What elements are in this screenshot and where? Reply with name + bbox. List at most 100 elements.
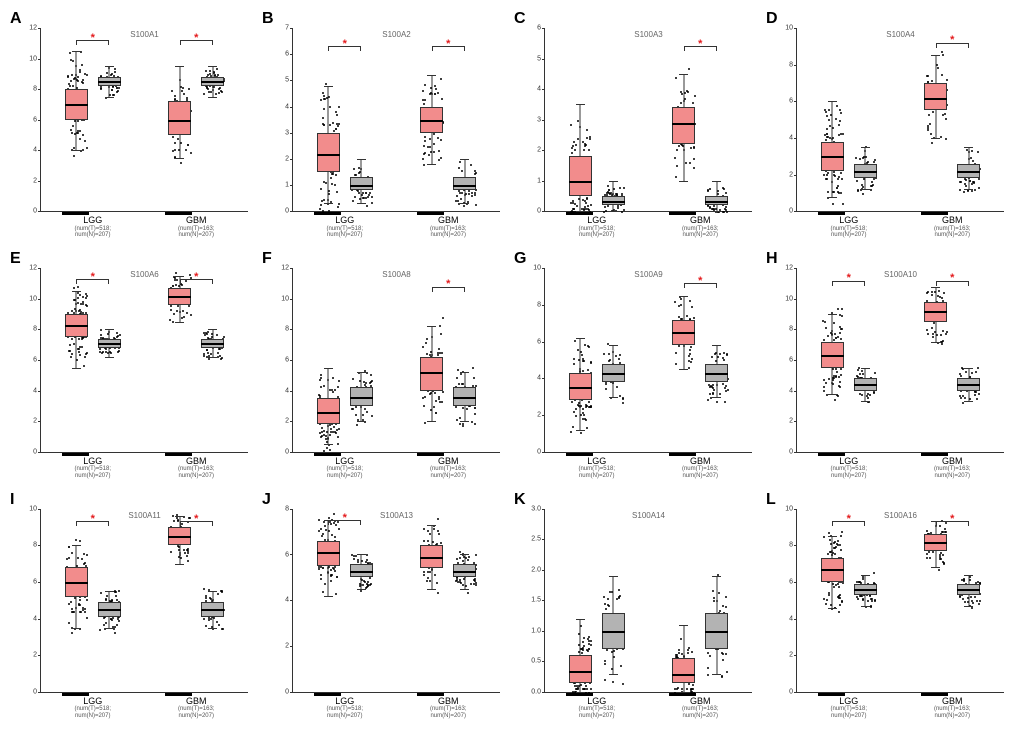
- y-tick-mark: [38, 509, 41, 510]
- plot-area: S100A140.00.51.01.52.02.53.0LGG(num(T)=5…: [544, 509, 752, 693]
- x-sublabel: (num(T)=163; num(N)=207): [413, 706, 483, 720]
- x-group-gbm: GBM(num(T)=163; num(N)=207): [917, 215, 987, 239]
- panel-L: LS100A160246810LGG(num(T)=518; num(N)=20…: [766, 491, 1010, 723]
- y-tick-label: 4: [277, 597, 289, 604]
- box: [453, 177, 476, 190]
- x-group-gbm: GBM(num(T)=163; num(N)=207): [161, 696, 231, 720]
- y-tick-label: 4: [25, 387, 37, 394]
- y-tick-label: 2: [277, 643, 289, 650]
- y-tick-mark: [38, 360, 41, 361]
- y-tick-mark: [794, 268, 797, 269]
- x-rug: [818, 453, 845, 456]
- y-tick-label: 6: [781, 579, 793, 586]
- y-tick-label: 0: [25, 688, 37, 695]
- y-tick-mark: [38, 421, 41, 422]
- x-label: LGG: [814, 215, 884, 225]
- y-tick-mark: [38, 59, 41, 60]
- x-group-gbm: GBM(num(T)=163; num(N)=207): [917, 456, 987, 480]
- y-tick-mark: [290, 692, 293, 693]
- y-tick-label: 4: [781, 615, 793, 622]
- y-tick-mark: [38, 268, 41, 269]
- y-tick-mark: [542, 28, 545, 29]
- x-label: LGG: [814, 456, 884, 466]
- x-group-gbm: GBM(num(T)=163; num(N)=207): [161, 215, 231, 239]
- y-tick-mark: [542, 692, 545, 693]
- sig-star: *: [847, 272, 851, 284]
- x-rug: [921, 212, 948, 215]
- panel-K: KS100A140.00.51.01.52.02.53.0LGG(num(T)=…: [514, 491, 758, 723]
- y-tick-label: 4: [781, 387, 793, 394]
- y-tick-label: 8: [25, 86, 37, 93]
- x-label: LGG: [58, 456, 128, 466]
- x-label: GBM: [917, 696, 987, 706]
- boxplot-gbm_n: [957, 268, 980, 451]
- y-tick-label: 0: [529, 448, 541, 455]
- sig-star: *: [950, 272, 954, 284]
- y-tick-label: 3: [277, 129, 289, 136]
- x-label: LGG: [310, 696, 380, 706]
- y-tick-mark: [794, 211, 797, 212]
- y-tick-mark: [38, 150, 41, 151]
- x-label: GBM: [413, 215, 483, 225]
- x-sublabel: (num(T)=163; num(N)=207): [413, 466, 483, 480]
- y-tick-mark: [794, 619, 797, 620]
- y-tick-mark: [542, 539, 545, 540]
- plot-area: S100A160246810LGG(num(T)=518; num(N)=207…: [796, 509, 1004, 693]
- x-label: LGG: [58, 696, 128, 706]
- x-label: GBM: [161, 456, 231, 466]
- boxplot-lgg_t: [65, 509, 88, 692]
- y-tick-mark: [542, 268, 545, 269]
- y-tick-mark: [290, 107, 293, 108]
- panel-C: CS100A30123456LGG(num(T)=518; num(N)=207…: [514, 10, 758, 242]
- y-tick-label: 0.5: [529, 658, 541, 665]
- y-tick-label: 1.5: [529, 597, 541, 604]
- x-group-gbm: GBM(num(T)=163; num(N)=207): [665, 696, 735, 720]
- panel-A: AS100A1024681012LGG(num(T)=518; num(N)=2…: [10, 10, 254, 242]
- y-tick-label: 8: [277, 505, 289, 512]
- plot-area: S100A40246810LGG(num(T)=518; num(N)=207)…: [796, 28, 1004, 212]
- boxplot-lgg_n: [350, 28, 373, 211]
- boxplot-lgg_t: [65, 268, 88, 451]
- y-tick-mark: [290, 360, 293, 361]
- y-tick-label: 1: [277, 182, 289, 189]
- sig-star: *: [91, 32, 95, 44]
- y-tick-mark: [290, 28, 293, 29]
- x-sublabel: (num(T)=163; num(N)=207): [917, 466, 987, 480]
- boxplot-lgg_t: [569, 268, 592, 451]
- x-group-gbm: GBM(num(T)=163; num(N)=207): [413, 456, 483, 480]
- x-rug: [417, 693, 444, 696]
- boxplot-lgg_n: [602, 509, 625, 692]
- chart-title: S100A16: [884, 511, 917, 520]
- boxplot-gbm_n: [453, 28, 476, 211]
- plot-area: S100A30123456LGG(num(T)=518; num(N)=207)…: [544, 28, 752, 212]
- panel-letter: H: [766, 250, 778, 268]
- boxplot-gbm_t: [924, 268, 947, 451]
- y-tick-label: 12: [781, 265, 793, 272]
- panel-H: HS100A10024681012LGG(num(T)=518; num(N)=…: [766, 250, 1010, 482]
- x-rug: [62, 453, 89, 456]
- box: [350, 177, 373, 190]
- y-tick-label: 2: [781, 171, 793, 178]
- boxplot-lgg_t: [65, 28, 88, 211]
- x-sublabel: (num(T)=518; num(N)=207): [562, 226, 632, 240]
- y-tick-mark: [38, 452, 41, 453]
- plot-area: S100A1302468LGG(num(T)=518; num(N)=207)G…: [292, 509, 500, 693]
- y-tick-label: 1: [529, 177, 541, 184]
- x-group-lgg: LGG(num(T)=518; num(N)=207): [814, 696, 884, 720]
- y-tick-label: 8: [781, 542, 793, 549]
- x-label: GBM: [161, 215, 231, 225]
- y-tick-mark: [542, 452, 545, 453]
- box: [672, 658, 695, 682]
- chart-title: S100A2: [382, 30, 410, 39]
- y-tick-mark: [542, 378, 545, 379]
- y-tick-label: 12: [25, 25, 37, 32]
- panel-G: GS100A90246810LGG(num(T)=518; num(N)=207…: [514, 250, 758, 482]
- x-sublabel: (num(T)=163; num(N)=207): [665, 226, 735, 240]
- x-label: LGG: [562, 696, 632, 706]
- jitter-dot: [571, 211, 573, 213]
- x-group-gbm: GBM(num(T)=163; num(N)=207): [413, 215, 483, 239]
- y-tick-mark: [290, 452, 293, 453]
- y-tick-label: 6: [25, 357, 37, 364]
- y-tick-mark: [542, 600, 545, 601]
- boxplot-lgg_t: [317, 28, 340, 211]
